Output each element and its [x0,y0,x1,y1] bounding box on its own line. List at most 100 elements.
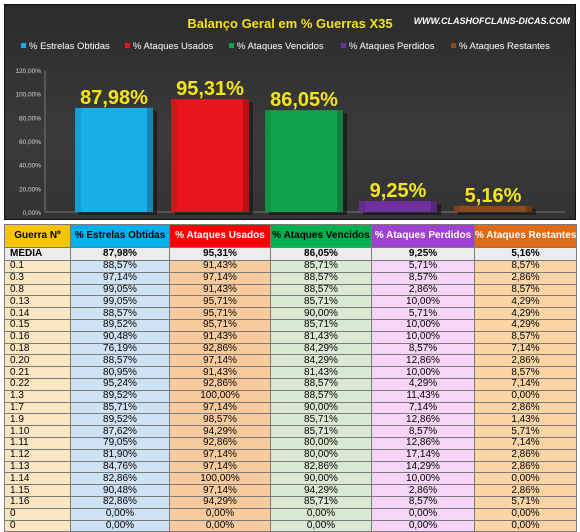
table-cell: 81,43% [270,366,372,379]
table-row: 0.8 99,05% 91,43% 88,57% 2,86% 8,57% [4,283,577,297]
table-cell: 91,43% [169,283,271,297]
table-cell: 95,71% [169,318,271,332]
y-tick-label: 120,00% [15,68,41,75]
table-row: 1.7 85,71% 97,14% 90,00% 7,14% 2,86% [4,401,577,415]
table-row: 0.1 88,57% 91,43% 85,71% 5,71% 8,57% [4,260,577,273]
table-cell: 88,57% [70,307,170,320]
table-cell: 100,00% [169,389,271,403]
bar-ataques-vencidos [265,110,343,212]
table-cell: 7,14% [371,401,475,415]
table-cell: 17,14% [371,448,475,462]
column-header: % Ataques Vencidos [270,224,372,248]
table-cell: 0,00% [474,389,577,403]
table-cell: 95,71% [169,295,271,309]
table-row: 0.3 97,14% 97,14% 88,57% 8,57% 2,86% [4,271,577,285]
table-cell: 91,43% [169,330,271,344]
table-cell: 0,00% [70,507,170,521]
table-cell: 85,71% [70,401,170,415]
column-header: % Ataques Perdidos [371,224,475,248]
bar-chart: Balanço Geral em % Guerras X35 WWW.CLASH… [15,16,570,217]
bar-bevel-left-ataques-restantes [454,205,460,212]
table-cell: 90,00% [270,307,372,320]
table-cell: 8,57% [474,260,577,273]
bar-bevel-left-ataques-vencidos [265,110,271,212]
table-cell: 2,86% [474,354,577,368]
table-row: 0.15 89,52% 95,71% 85,71% 10,00% 4,29% [4,318,577,332]
table-row: 1.13 84,76% 97,14% 82,86% 14,29% 2,86% [4,460,577,474]
table-cell: 5,71% [371,260,475,273]
legend-label-ataques-usados: % Ataques Usados [133,41,214,52]
y-tick-label: 20,00% [19,186,41,193]
table-cell: 14,29% [371,460,475,474]
table-cell: 8,57% [371,271,475,285]
table-cell: 0.1 [4,260,71,273]
table-row: 0.18 76,19% 92,86% 84,29% 8,57% 7,14% [4,342,577,356]
table-cell: 80,00% [270,436,372,450]
chart-title: Balanço Geral em % Guerras X35 [187,16,392,31]
table-cell: 12,86% [371,436,475,450]
table-cell: 2,86% [474,271,577,285]
chart-legend: % Estrelas Obtidas % Ataques Usados % Ataq… [21,41,550,52]
legend-swatch-ataques-restantes [451,43,456,48]
table-cell: 0.20 [4,354,71,368]
table-row: 0.21 80,95% 91,43% 81,43% 10,00% 8,57% [4,366,577,379]
table-cell: 88,57% [70,260,170,273]
data-label-ataques-perdidos: 9,25% [370,180,427,202]
table-cell: 0,00% [474,472,577,486]
table-cell: 100,00% [169,472,271,486]
table-cell: 80,95% [70,366,170,379]
table-cell: 87,62% [70,425,170,438]
y-tick-label: 60,00% [19,139,41,146]
bar-ataques-perdidos [359,201,437,212]
table-row: 1.15 90,48% 97,14% 94,29% 2,86% 2,86% [4,484,577,497]
table-cell: 1,43% [474,413,577,427]
table-cell: 84,76% [70,460,170,474]
table-cell: 1.13 [4,460,71,474]
table-cell: 0 [4,519,71,532]
table-cell: 99,05% [70,295,170,309]
table-cell: 82,86% [270,460,372,474]
table-cell: 82,86% [70,495,170,509]
table-cell: 94,29% [270,484,372,497]
table-cell: 81,90% [70,448,170,462]
table-cell: 81,43% [270,330,372,344]
table-cell: 97,14% [169,484,271,497]
table-cell: 5,16% [474,247,577,261]
table-cell: 5,71% [474,495,577,509]
table-cell: 1.7 [4,401,71,415]
bar-bevel-right-ataques-restantes [526,205,532,212]
table-header-row: Guerra Nº% Estrelas Obtidas% Ataques Usa… [4,224,577,248]
table-cell: 5,71% [371,307,475,320]
table-cell: 0.15 [4,318,71,332]
table-cell: 97,14% [169,460,271,474]
legend-label-estrelas-obtidas: % Estrelas Obtidas [29,41,110,52]
table-cell: 8,57% [371,425,475,438]
table-row: 0 0,00% 0,00% 0,00% 0,00% 0,00% [4,519,577,532]
y-tick-label: 40,00% [19,163,41,170]
legend-label-ataques-vencidos: % Ataques Vencidos [237,41,324,52]
table-cell: 88,57% [270,271,372,285]
data-label-ataques-usados: 95,31% [176,78,244,100]
table-cell: 91,43% [169,366,271,379]
table-cell: 0,00% [371,519,475,532]
table-cell: 1.11 [4,436,71,450]
table-cell: 1.16 [4,495,71,509]
table-cell: 10,00% [371,295,475,309]
data-table-wrapper: Guerra Nº% Estrelas Obtidas% Ataques Usa… [4,224,577,532]
table-cell: 0,00% [474,519,577,532]
data-table: Guerra Nº% Estrelas Obtidas% Ataques Usa… [4,224,577,532]
table-cell: 10,00% [371,330,475,344]
legend-label-ataques-perdidos: % Ataques Perdidos [349,41,435,52]
table-cell: 4,29% [371,377,475,391]
table-cell: 88,57% [270,389,372,403]
table-cell: 85,71% [270,318,372,332]
table-cell: 92,86% [169,377,271,391]
bars-group: 87,98% 95,31% 86,05% 9,25% 5,16% [75,78,536,215]
table-cell: 4,29% [474,307,577,320]
data-label-ataques-restantes: 5,16% [465,185,522,207]
table-cell: 88,57% [270,377,372,391]
table-cell: 0,00% [169,507,271,521]
table-cell: 85,71% [270,425,372,438]
table-row: 0.20 88,57% 97,14% 84,29% 12,86% 2,86% [4,354,577,368]
